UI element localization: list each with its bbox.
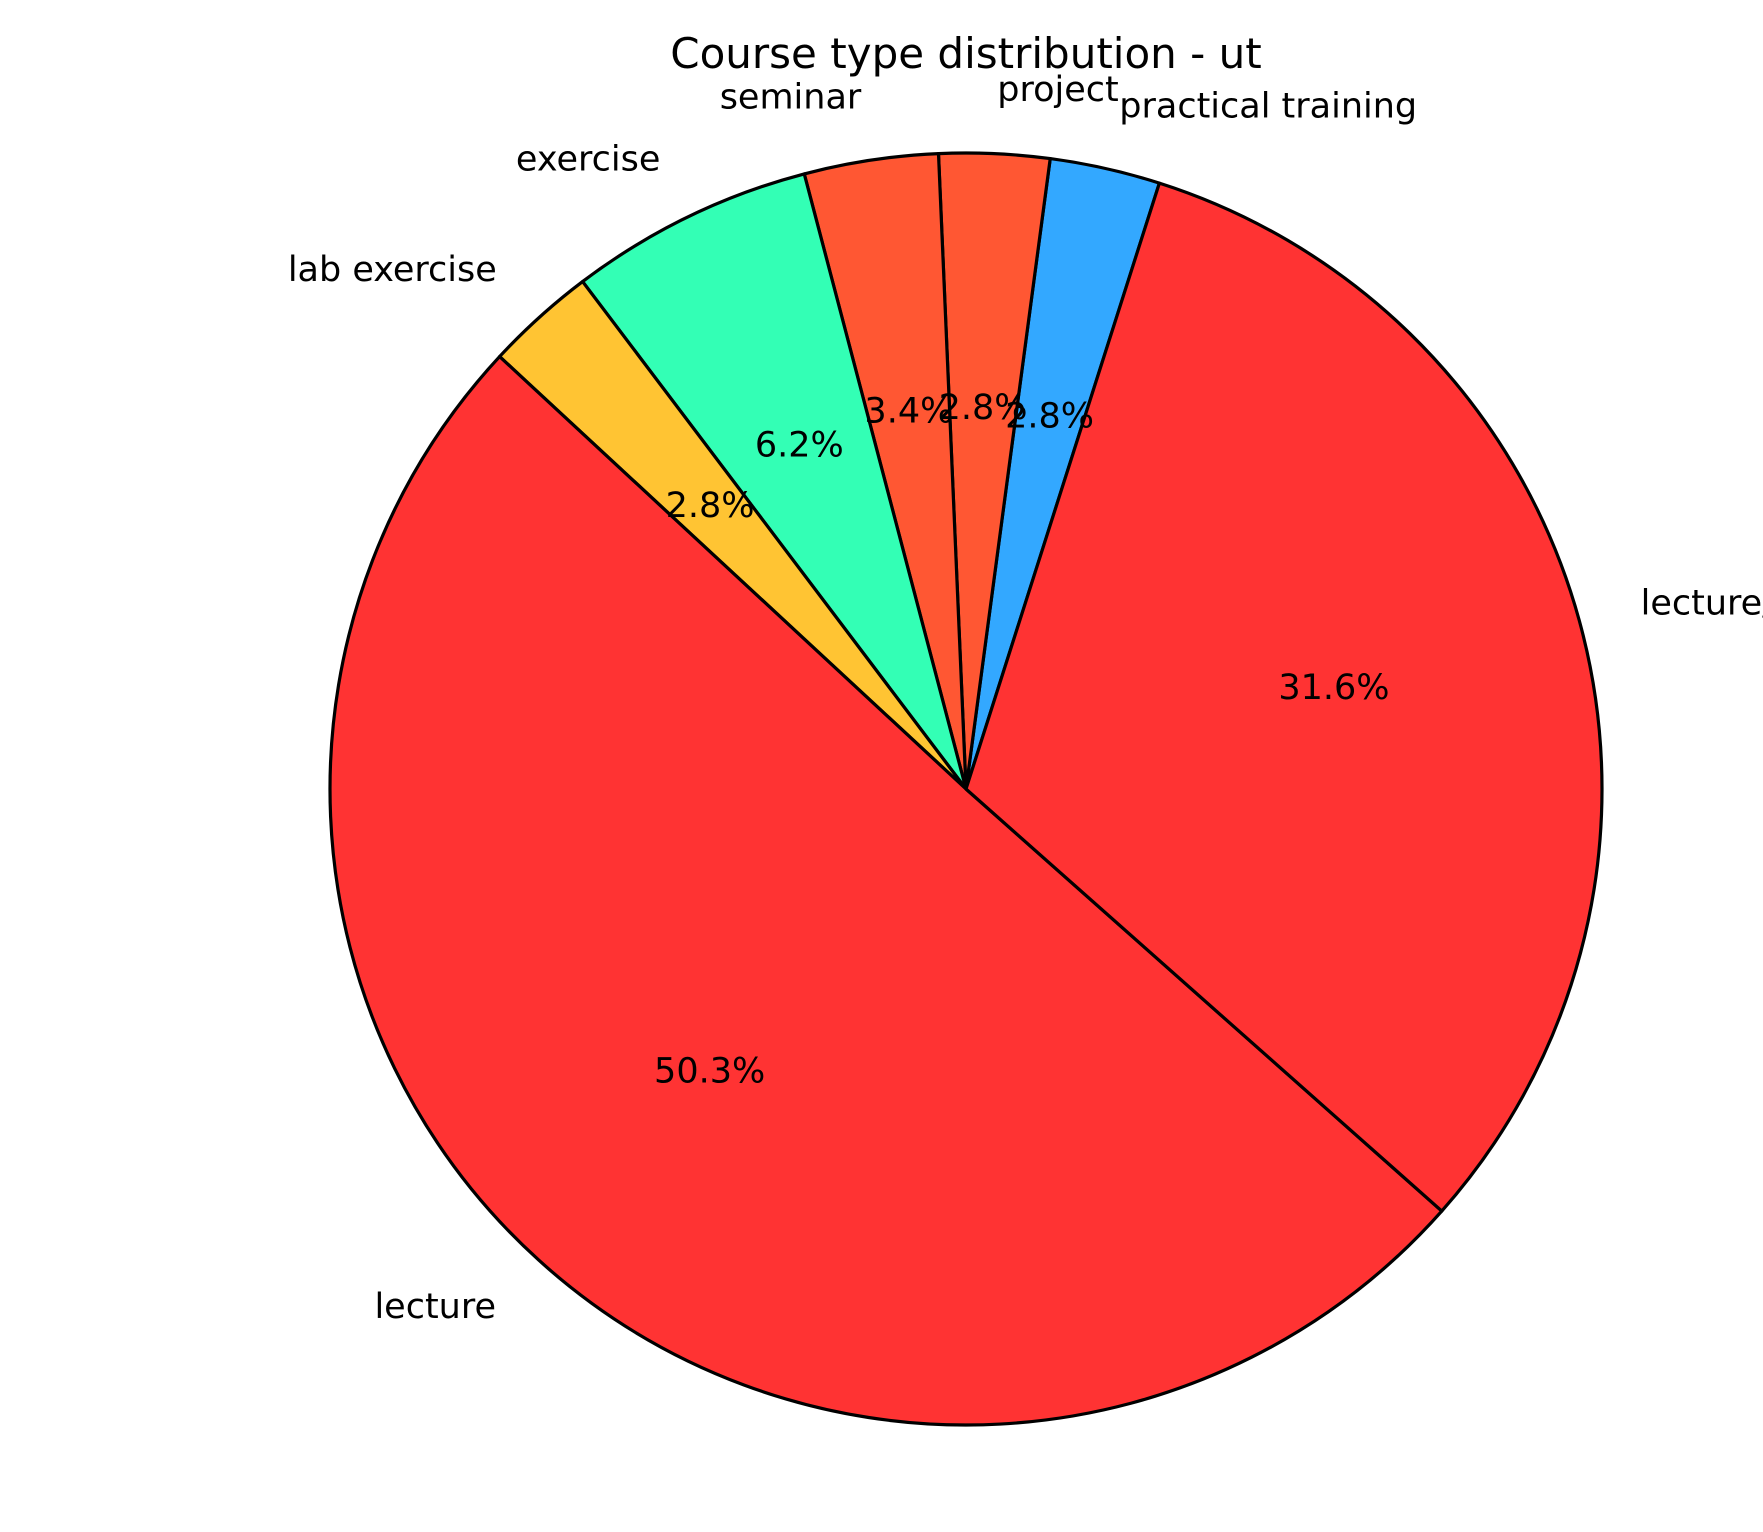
pie-slice-exercise — [580, 172, 968, 791]
percent-label: 50.3% — [654, 1052, 765, 1092]
percent-labels: 2.8%2.8%3.4%6.2%2.8%50.3%31.6% — [654, 388, 1390, 1092]
category-label: project — [997, 70, 1118, 110]
pie-slices — [328, 151, 1604, 1427]
category-label: practical training — [1119, 86, 1417, 126]
pie-slice-lecture — [328, 354, 1444, 1427]
percent-label: 2.8% — [666, 486, 755, 526]
percent-label: 3.4% — [864, 392, 953, 432]
category-label: lab exercise — [288, 250, 497, 290]
category-label: seminar — [720, 77, 862, 117]
percent-label: 2.8% — [1005, 397, 1094, 437]
category-label: lecture — [374, 1287, 496, 1327]
pie-slice-lecture-exercise — [964, 181, 1604, 1213]
percent-label: 31.6% — [1278, 668, 1389, 708]
chart-title: Course type distribution - ut — [670, 29, 1261, 78]
percent-label: 2.8% — [939, 388, 1028, 428]
category-label: exercise — [516, 140, 660, 180]
category-label: lecture/exercise — [1641, 584, 1763, 624]
percent-label: 6.2% — [755, 426, 844, 466]
